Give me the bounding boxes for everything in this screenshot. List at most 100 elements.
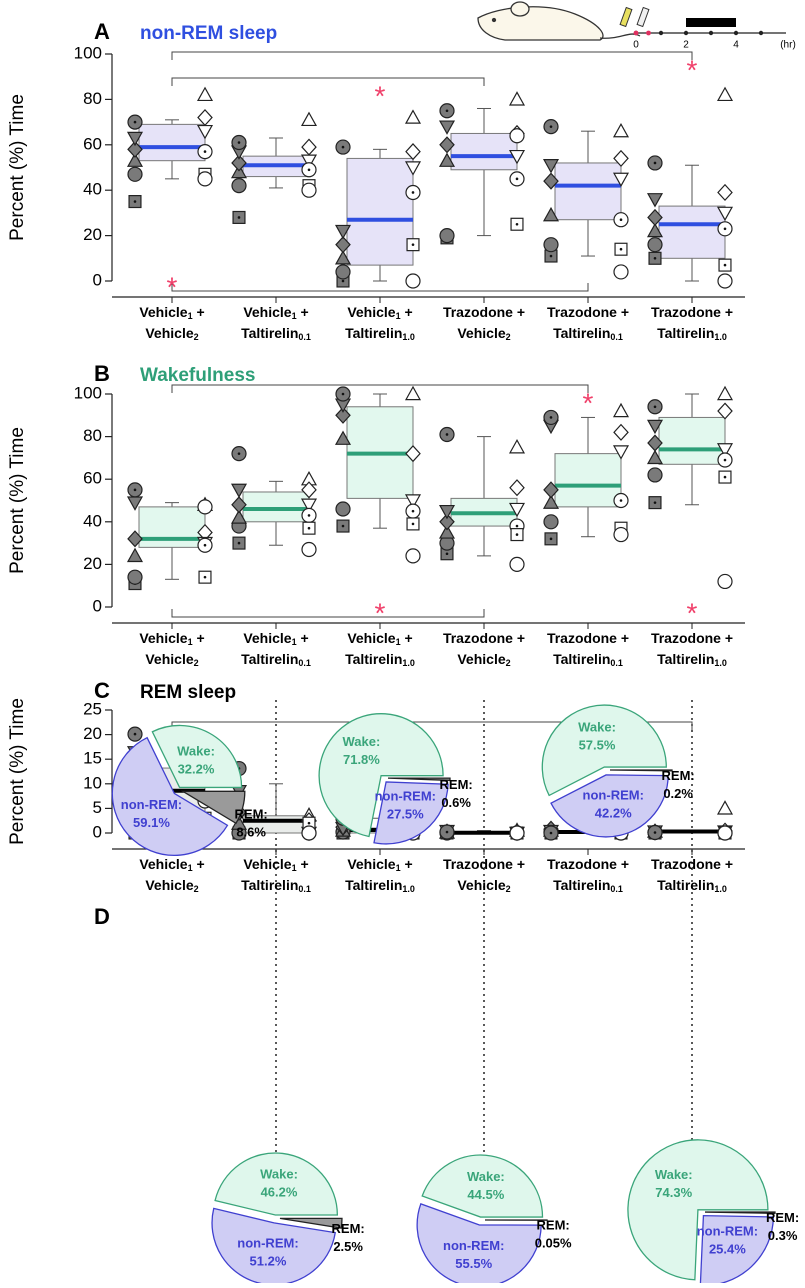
pie-label: Wake: bbox=[177, 744, 215, 759]
marker-dot bbox=[446, 433, 449, 436]
y-axis-label: Percent (%) Time bbox=[7, 427, 28, 574]
x-tick-label: Vehicle2 bbox=[457, 651, 510, 669]
marker-dot bbox=[550, 416, 553, 419]
open-point bbox=[718, 274, 732, 288]
pie-value-label: 46.2% bbox=[261, 1185, 298, 1200]
y-tick-label: 0 bbox=[93, 596, 102, 615]
open-point bbox=[302, 139, 316, 154]
x-tick-label: Vehicle1 + bbox=[139, 856, 204, 874]
pie-value-label: 32.2% bbox=[178, 762, 215, 777]
label-part: 0.1 bbox=[298, 658, 311, 668]
label-part: Vehicle bbox=[457, 325, 505, 341]
pie-value-label: 0.05% bbox=[535, 1236, 572, 1251]
marker-dot bbox=[620, 499, 623, 502]
label-part: + bbox=[193, 856, 205, 872]
open-point bbox=[614, 124, 628, 137]
box bbox=[139, 124, 205, 160]
x-tick-label: Vehicle1 + bbox=[139, 630, 204, 648]
open-point bbox=[198, 172, 212, 186]
x-tick-label: Trazodone + bbox=[651, 630, 733, 646]
panel-title: REM sleep bbox=[140, 682, 236, 703]
pie-slice bbox=[705, 1212, 775, 1213]
x-tick-label: Vehicle2 bbox=[145, 877, 198, 895]
marker-dot bbox=[724, 476, 727, 479]
box bbox=[243, 492, 309, 522]
open-point bbox=[718, 801, 732, 814]
significance-bracket bbox=[172, 385, 588, 393]
label-part: Taltirelin bbox=[553, 877, 610, 893]
timeline-tick-label: 0 bbox=[633, 40, 639, 51]
significance-star: * bbox=[375, 597, 386, 628]
open-point bbox=[510, 440, 524, 453]
significance-star: * bbox=[687, 597, 698, 628]
y-tick-label: 20 bbox=[83, 554, 102, 573]
marker-dot bbox=[134, 121, 137, 124]
label-part: Vehicle bbox=[139, 856, 187, 872]
label-part: + bbox=[193, 630, 205, 646]
x-tick-label: Vehicle2 bbox=[145, 651, 198, 669]
x-tick-label: Vehicle1 + bbox=[139, 304, 204, 322]
open-point bbox=[406, 144, 420, 159]
open-point bbox=[510, 480, 524, 495]
filled-point bbox=[648, 194, 662, 207]
x-tick-label: Trazodone + bbox=[443, 304, 525, 320]
x-tick-label: Taltirelin1.0 bbox=[345, 325, 415, 343]
pie-value-label: 42.2% bbox=[595, 805, 632, 820]
marker-dot bbox=[446, 831, 449, 834]
label-part: 2 bbox=[506, 884, 511, 894]
x-tick-label: Trazodone + bbox=[443, 630, 525, 646]
filled-point bbox=[128, 570, 142, 584]
open-point bbox=[718, 826, 732, 840]
label-part: + bbox=[193, 304, 205, 320]
marker-dot bbox=[238, 452, 241, 455]
pie-label: Wake: bbox=[260, 1167, 298, 1182]
open-point bbox=[406, 549, 420, 563]
x-tick-label: Taltirelin0.1 bbox=[553, 651, 623, 669]
x-tick-label: Taltirelin0.1 bbox=[553, 325, 623, 343]
pie-value-label: 44.5% bbox=[467, 1187, 504, 1202]
pie-value-label: 2.5% bbox=[333, 1239, 363, 1254]
marker-dot bbox=[516, 533, 519, 536]
pie-label: Wake: bbox=[655, 1167, 693, 1182]
pie-value-label: 27.5% bbox=[387, 807, 424, 822]
label-part: 0.1 bbox=[298, 884, 311, 894]
marker-dot bbox=[446, 552, 449, 555]
panel-label: D bbox=[94, 904, 110, 929]
label-part: Vehicle bbox=[457, 651, 505, 667]
timeline-minor-tick bbox=[759, 31, 763, 35]
marker-dot bbox=[238, 216, 241, 219]
marker-dot bbox=[342, 146, 345, 149]
x-tick-label: Taltirelin1.0 bbox=[345, 651, 415, 669]
panel-title: Wakefulness bbox=[140, 365, 255, 386]
marker-dot bbox=[342, 393, 345, 396]
x-tick-label: Vehicle1 + bbox=[347, 304, 412, 322]
marker-dot bbox=[308, 527, 311, 530]
y-axis-label: Percent (%) Time bbox=[7, 94, 28, 241]
box bbox=[451, 133, 517, 169]
marker-dot bbox=[516, 525, 519, 528]
label-part: Trazodone + bbox=[651, 304, 733, 320]
x-tick-label: Taltirelin1.0 bbox=[657, 877, 727, 895]
significance-star: * bbox=[375, 80, 386, 111]
open-point bbox=[718, 403, 732, 418]
x-tick-label: Vehicle1 + bbox=[243, 856, 308, 874]
open-point bbox=[614, 265, 628, 279]
pie-value-label: 25.4% bbox=[709, 1242, 746, 1257]
marker-dot bbox=[134, 733, 137, 736]
marker-dot bbox=[550, 125, 553, 128]
y-tick-label: 80 bbox=[83, 89, 102, 108]
marker-dot bbox=[654, 501, 657, 504]
label-part: Vehicle bbox=[139, 630, 187, 646]
open-point bbox=[718, 88, 732, 101]
y-tick-label: 40 bbox=[83, 511, 102, 530]
label-part: 1.0 bbox=[402, 884, 415, 894]
filled-point bbox=[128, 167, 142, 181]
timeline-tick bbox=[684, 31, 688, 35]
panel-label: A bbox=[94, 19, 110, 44]
marker-dot bbox=[516, 223, 519, 226]
marker-dot bbox=[134, 489, 137, 492]
significance-star: * bbox=[687, 54, 698, 85]
pie-label: REM: bbox=[332, 1221, 365, 1236]
x-tick-label: Vehicle1 + bbox=[243, 630, 308, 648]
significance-bracket bbox=[172, 609, 484, 617]
